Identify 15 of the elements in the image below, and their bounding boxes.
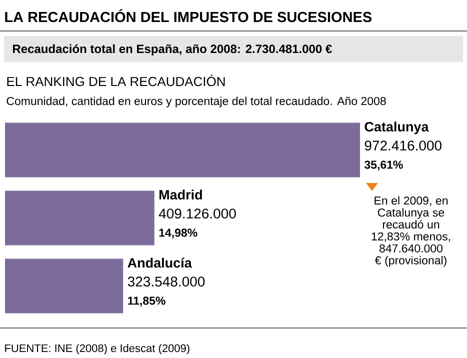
annotation: 14,98% bbox=[159, 228, 198, 238]
source-note: FUENTE: INE (2008) e Idescat (2009) bbox=[5, 344, 190, 354]
y-tick-label: Catalunya bbox=[364, 122, 429, 134]
text: En el 2009, en Catalunya se recaudó un 12,83% menos, 847.640.000 € (provisional) bbox=[372, 196, 450, 267]
chart-subtitle: Recaudación total en España, año 2008: 2.730.481.000 € bbox=[13, 44, 332, 56]
text: Comunidad, cantidad en euros y porcentaje del total recaudado. Año 2008 bbox=[6, 96, 386, 108]
y-tick-label: Madrid bbox=[159, 190, 202, 200]
annotation: 35,61% bbox=[364, 160, 403, 170]
text: EL RANKING DE LA RECAUDACIÓN bbox=[7, 74, 225, 86]
y-tick-label: Andalucía bbox=[128, 258, 192, 268]
chart-title: LA RECAUDACIÓN DEL IMPUESTO DE SUCESIONES bbox=[5, 9, 372, 22]
data-label: 409.126.000 bbox=[158, 208, 236, 219]
data-label: 323.548.000 bbox=[128, 276, 205, 287]
data-label: 972.416.000 bbox=[364, 140, 442, 151]
annotation: 11,85% bbox=[128, 296, 166, 306]
